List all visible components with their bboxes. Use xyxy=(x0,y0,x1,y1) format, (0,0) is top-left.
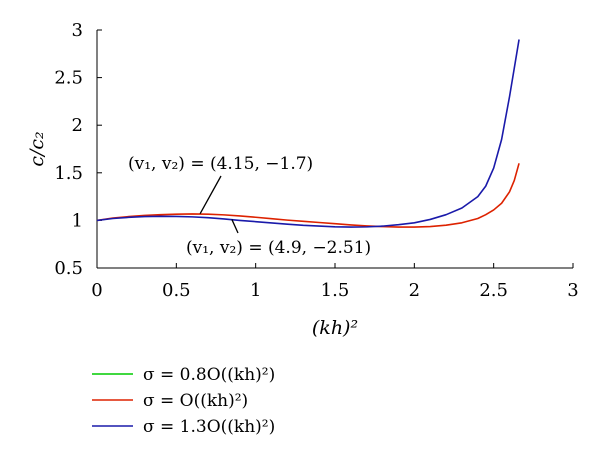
series-line-1 xyxy=(96,163,520,228)
legend-label-2: σ = 1.3O((kh)²) xyxy=(143,417,275,437)
y-tick-label: 3 xyxy=(72,20,83,41)
series-layer xyxy=(96,39,520,228)
x-tick-label: 2 xyxy=(409,280,420,301)
legend-label-1: σ = O((kh)²) xyxy=(143,391,248,411)
x-tick-label: 3 xyxy=(567,280,578,301)
x-tick-label: 1.5 xyxy=(321,280,350,301)
x-tick-label: 0 xyxy=(91,280,102,301)
legend-label-0: σ = 0.8O((kh)²) xyxy=(143,365,275,385)
y-tick-label: 1.5 xyxy=(54,163,83,184)
y-tick-label: 2 xyxy=(72,115,83,136)
annotation-leader-line xyxy=(231,219,239,234)
annotation-leader-line xyxy=(199,175,222,215)
annotation-label: (v₁, v₂) = (4.15, −1.7) xyxy=(128,154,313,174)
y-tick-label: 0.5 xyxy=(54,258,83,279)
axes: 0 0.5 1 1.5 2 2.5 3 0.5 1 1.5 2 2.5 3 (kh)² c/c₂ xyxy=(26,20,579,339)
y-axis-label: c/c₂ xyxy=(26,131,48,166)
y-tick-label: 1 xyxy=(72,210,83,231)
series-line-2 xyxy=(96,39,520,228)
annotation-label: (v₁, v₂) = (4.9, −2.51) xyxy=(186,238,371,258)
y-tick-label: 2.5 xyxy=(54,68,83,89)
x-tick-label: 2.5 xyxy=(479,280,508,301)
x-tick-label: 0.5 xyxy=(162,280,191,301)
x-tick-label: 1 xyxy=(250,280,261,301)
x-axis-label: (kh)² xyxy=(312,317,358,339)
annotation-layer: (v₁, v₂) = (4.15, −1.7) (v₁, v₂) = (4.9, … xyxy=(128,154,371,258)
legend: σ = 0.8O((kh)²) σ = O((kh)²) σ = 1.3O((kh)… xyxy=(92,365,275,437)
